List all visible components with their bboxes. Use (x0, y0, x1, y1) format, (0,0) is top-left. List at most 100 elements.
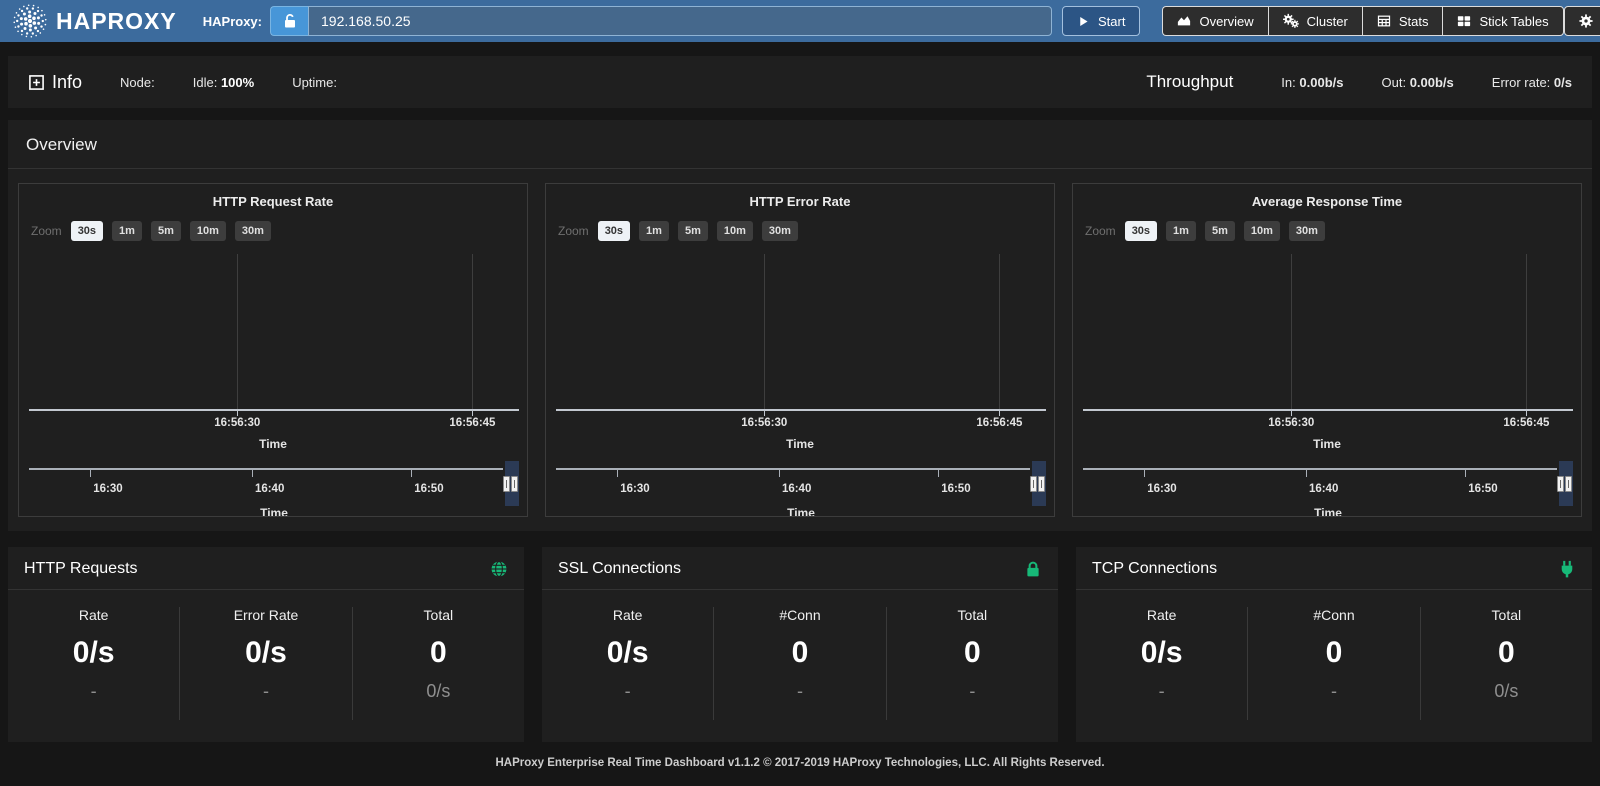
chart-title: HTTP Error Rate (749, 194, 851, 209)
idle-label: Idle: (192, 74, 218, 90)
out-label: Out: (1381, 74, 1407, 90)
zoom-30m-button[interactable]: 30m (761, 221, 798, 241)
metric-value: 0/s (1140, 636, 1183, 669)
gears-icon (1283, 13, 1299, 29)
range-handle-left[interactable] (503, 475, 510, 492)
range-handle-left[interactable] (1030, 475, 1037, 492)
throughput-in: In: 0.00b/s (1281, 75, 1343, 90)
nav-tick-label: 16:50 (1468, 483, 1498, 495)
metric-value: 0/s (245, 636, 287, 669)
zoom-1m-button[interactable]: 1m (112, 221, 142, 241)
nav-tick-label: 16:50 (941, 483, 971, 495)
in-label: In: (1281, 74, 1296, 90)
stat-cards-row: HTTP Requests Rate 0/s - Error Rate 0/s … (8, 547, 1592, 742)
range-navigator[interactable]: 16:30 16:40 16:50 Time (556, 461, 1046, 517)
tab-stick-tables[interactable]: Stick Tables (1442, 6, 1564, 36)
zoom-1m-button[interactable]: 1m (1166, 221, 1196, 241)
view-button-group: Overview Cluster Stats Stick Tables (1162, 6, 1564, 36)
metric-conn: #Conn 0 - (1247, 607, 1419, 720)
lock-icon (1024, 560, 1042, 578)
charts-row: HTTP Request Rate Zoom 30s 1m 5m 10m 30m… (8, 169, 1592, 517)
range-navigator[interactable]: 16:30 16:40 16:50 Time (1083, 461, 1573, 517)
x-axis-tick-labels: 16:56:30 16:56:45 (1083, 417, 1573, 431)
range-selection-band[interactable] (1030, 461, 1046, 506)
chart-average-response-time: Average Response Time Zoom 30s 1m 5m 10m… (1072, 183, 1582, 517)
tab-cluster-label: Cluster (1306, 13, 1348, 29)
metric-total: Total 0 0/s (351, 607, 524, 720)
zoom-10m-button[interactable]: 10m (716, 221, 753, 241)
error-rate-value: 0/s (1553, 74, 1572, 90)
tab-stats[interactable]: Stats (1361, 6, 1443, 36)
zoom-30m-button[interactable]: 30m (234, 221, 271, 241)
metric-value: 0 (1497, 636, 1515, 669)
range-handle-right[interactable] (1565, 475, 1572, 492)
th-large-icon (1457, 14, 1471, 28)
plug-icon (1558, 560, 1576, 578)
x-axis-title: Time (1313, 437, 1341, 451)
x-axis-tick-labels: 16:56:30 16:56:45 (29, 417, 519, 431)
metric-sub: - (262, 681, 269, 701)
metric-sub: 0/s (1494, 681, 1519, 701)
zoom-5m-button[interactable]: 5m (677, 221, 708, 241)
tick-label: 16:56:30 (741, 417, 788, 429)
range-navigator[interactable]: 16:30 16:40 16:50 Time (29, 461, 519, 516)
zoom-30s-button[interactable]: 30s (70, 221, 104, 241)
metric-sub: 0/s (426, 681, 451, 701)
nav-axis-title: Time (787, 506, 815, 517)
range-handle-right[interactable] (511, 475, 518, 492)
settings-button[interactable]: Settings (1563, 6, 1600, 36)
zoom-5m-button[interactable]: 5m (150, 221, 181, 241)
start-button-label: Start (1098, 13, 1126, 29)
range-selection-band[interactable] (503, 461, 519, 506)
unlock-icon (282, 13, 298, 29)
top-navbar: HAPROXY HAProxy: Start Overview Cluster … (0, 0, 1600, 42)
address-input[interactable] (308, 6, 1052, 36)
range-handle-left[interactable] (1557, 475, 1564, 492)
zoom-30s-button[interactable]: 30s (597, 221, 631, 241)
card-title: SSL Connections (558, 560, 682, 577)
zoom-30s-button[interactable]: 30s (1124, 221, 1158, 241)
metric-label: Total (957, 607, 988, 623)
metric-conn: #Conn 0 - (713, 607, 885, 720)
chart-area-icon (1177, 14, 1191, 28)
range-selection-band[interactable] (1557, 461, 1573, 506)
error-rate-stat: Error rate: 0/s (1492, 75, 1572, 90)
metric-sub: - (624, 681, 631, 701)
tick-label: 16:56:45 (1503, 417, 1550, 429)
zoom-10m-button[interactable]: 10m (1243, 221, 1280, 241)
zoom-5m-button[interactable]: 5m (1204, 221, 1235, 241)
tick-label: 16:56:30 (214, 417, 261, 429)
zoom-label: Zoom (31, 224, 62, 238)
metric-label: Rate (78, 607, 109, 623)
zoom-10m-button[interactable]: 10m (189, 221, 226, 241)
metric-value: 0 (429, 636, 447, 669)
nav-tick-label: 16:50 (414, 483, 444, 495)
address-input-group (270, 6, 1052, 36)
tab-overview-label: Overview (1199, 13, 1254, 29)
zoom-controls: Zoom 30s 1m 5m 10m 30m (1085, 221, 1325, 241)
unlock-icon-button[interactable] (270, 6, 308, 36)
idle-value: 100% (220, 74, 255, 90)
metric-rate: Rate 0/s - (1076, 607, 1247, 720)
metric-value: 0 (963, 636, 981, 669)
instance-label: HAProxy: (202, 13, 262, 29)
nav-axis-title: Time (1314, 506, 1342, 517)
nav-tick-label: 16:40 (781, 483, 812, 495)
metric-sub: - (796, 681, 803, 701)
out-value: 0.00b/s (1409, 74, 1454, 90)
info-expand-toggle[interactable]: Info (28, 72, 82, 93)
idle-stat: Idle: 100% (193, 75, 254, 90)
globe-icon (490, 560, 508, 578)
footer-copyright: HAProxy Enterprise Real Time Dashboard v… (495, 757, 1105, 769)
metric-sub: - (90, 681, 97, 701)
zoom-1m-button[interactable]: 1m (639, 221, 669, 241)
zoom-30m-button[interactable]: 30m (1288, 221, 1325, 241)
start-button[interactable]: Start (1062, 6, 1141, 36)
card-title: HTTP Requests (24, 560, 138, 577)
table-icon (1377, 14, 1391, 28)
tab-overview[interactable]: Overview (1162, 6, 1268, 36)
range-handle-right[interactable] (1038, 475, 1045, 492)
tab-cluster[interactable]: Cluster (1267, 6, 1362, 36)
metric-error-rate: Error Rate 0/s - (179, 607, 351, 720)
node-label: Node: (120, 74, 155, 90)
